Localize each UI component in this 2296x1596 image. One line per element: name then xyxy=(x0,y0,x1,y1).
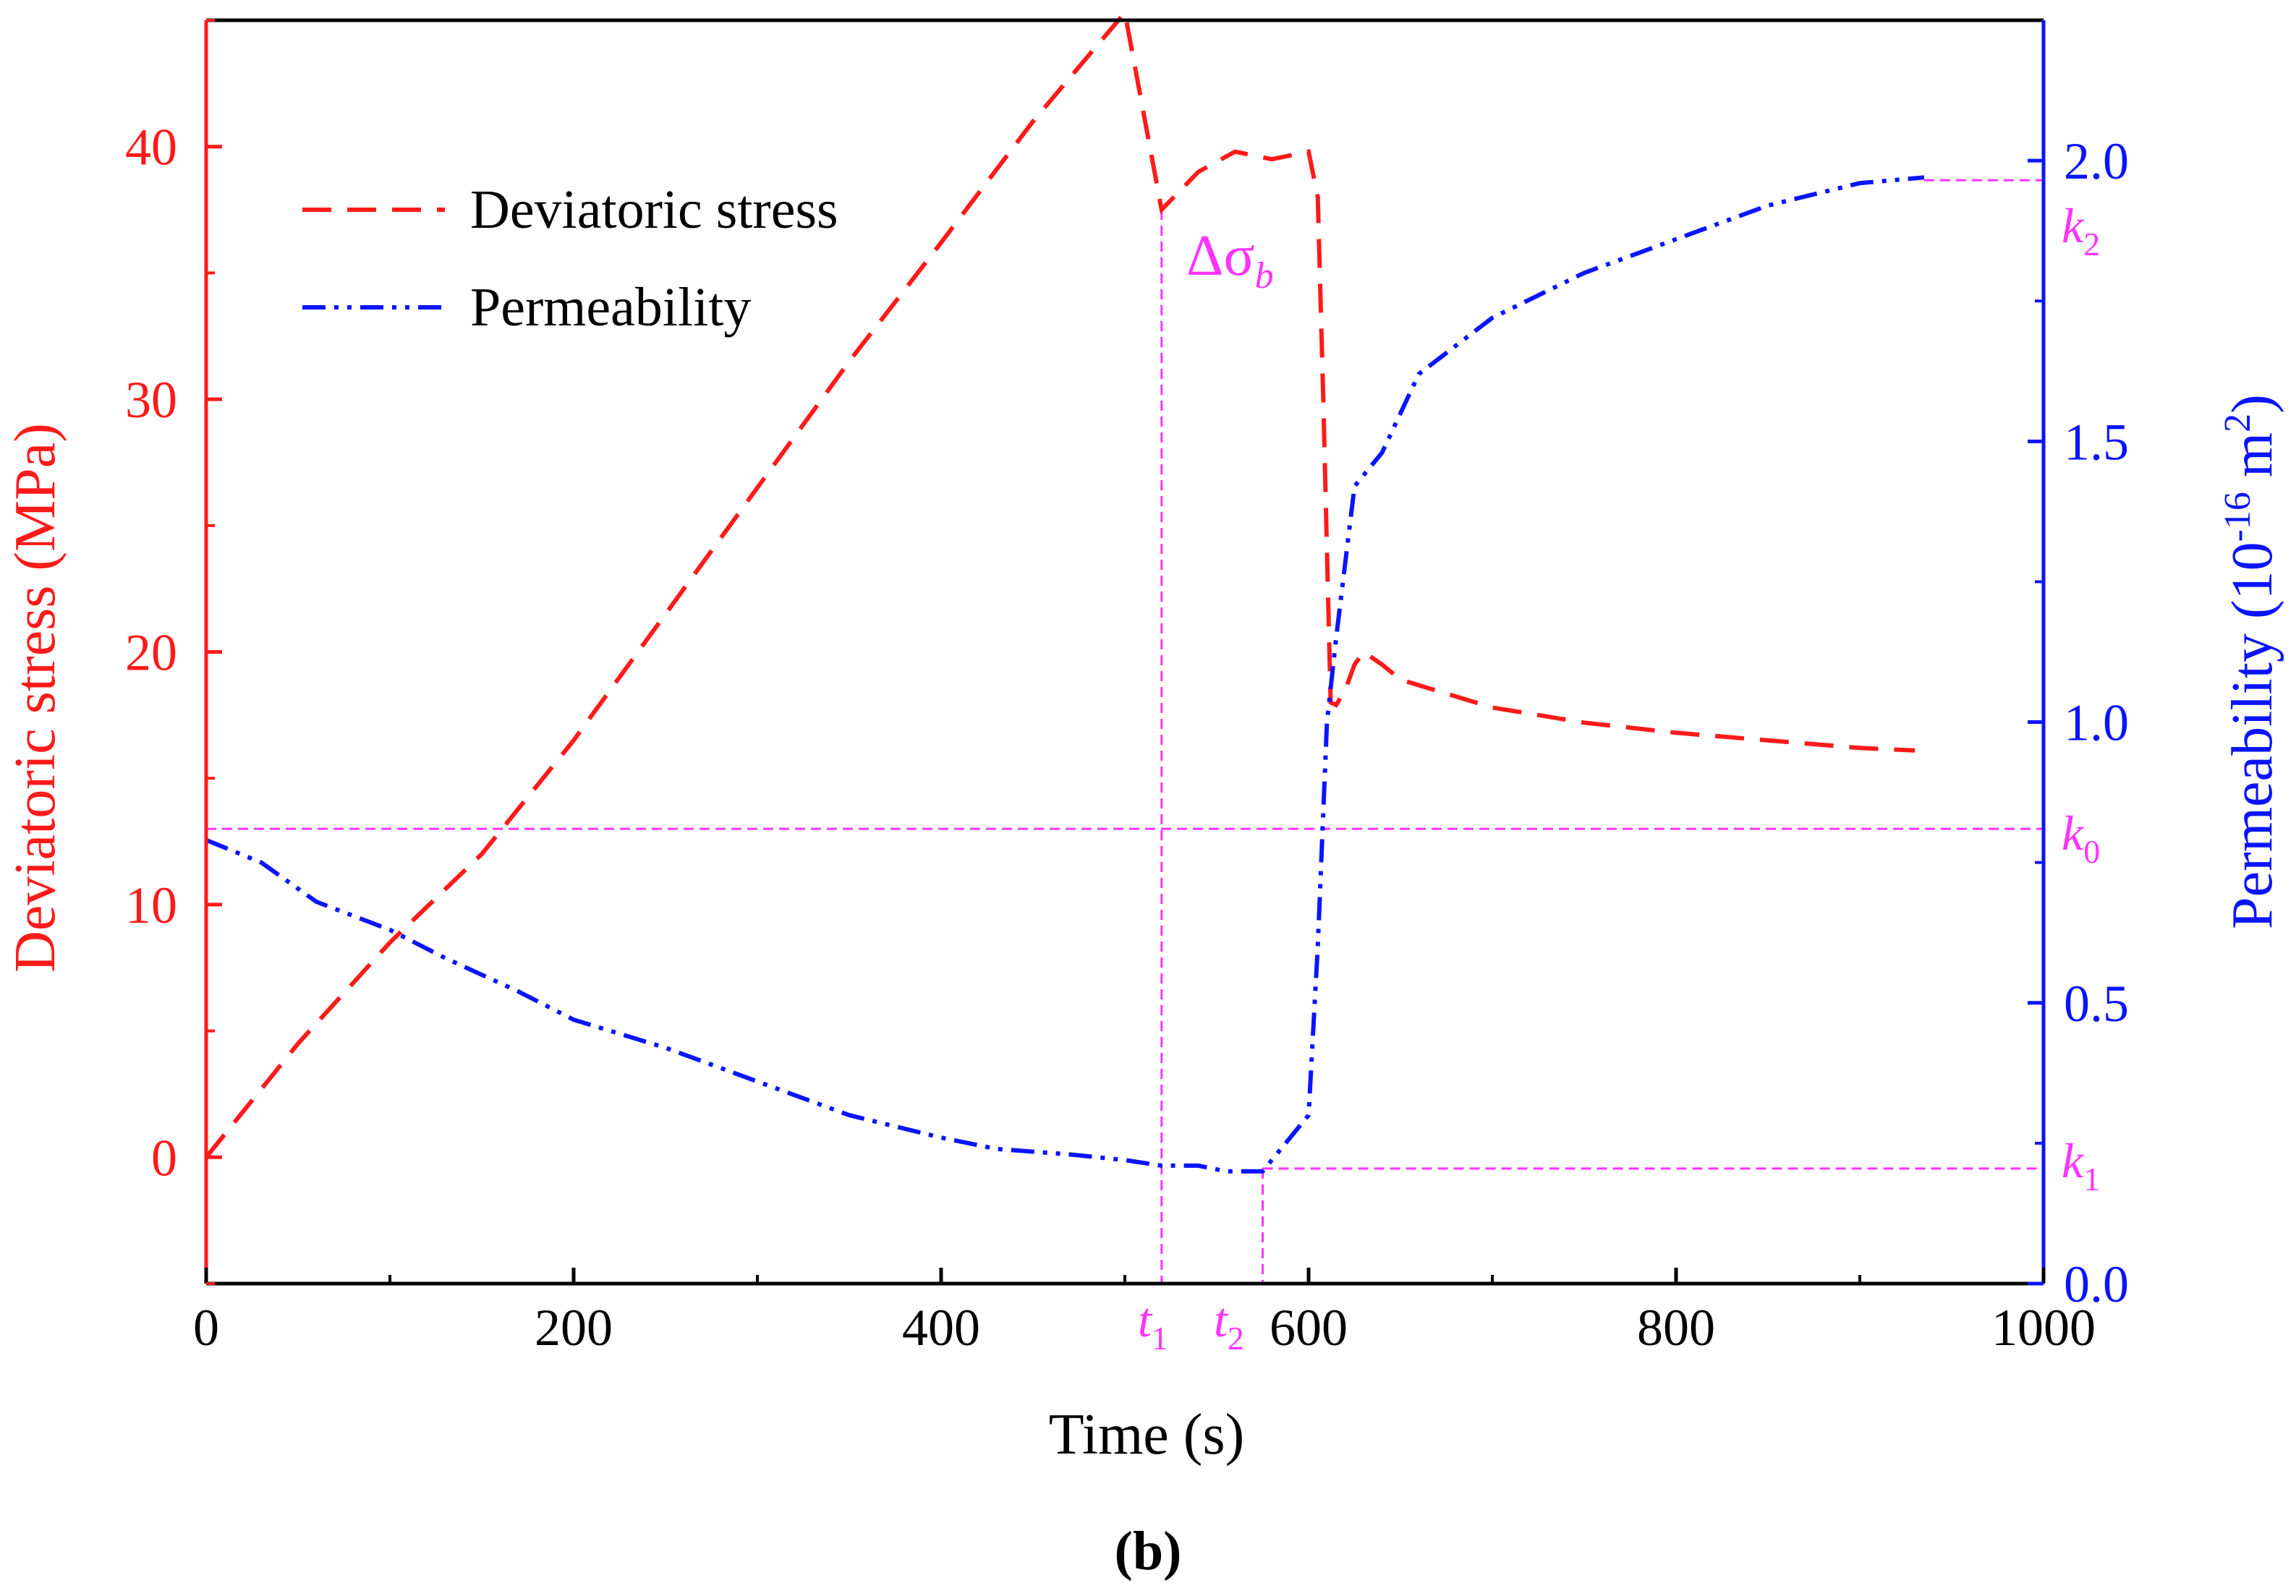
k2-label: k2 xyxy=(2062,198,2100,263)
t1-label: t1 xyxy=(1138,1292,1168,1357)
tick-marks xyxy=(204,19,2046,1286)
legend-label-permeability: Permeability xyxy=(470,277,751,338)
x-tick-label-0: 0 xyxy=(193,1299,219,1357)
right-y-tick-label-1.5: 1.5 xyxy=(2064,413,2129,471)
x-tick-label-800: 800 xyxy=(1637,1299,1715,1357)
right-y-tick-label-0.5: 0.5 xyxy=(2064,975,2129,1033)
x-tick-label-200: 200 xyxy=(535,1299,613,1357)
left-y-tick-label-30: 30 xyxy=(125,371,177,429)
k0-label: k0 xyxy=(2062,806,2100,870)
left-y-tick-label-20: 20 xyxy=(125,624,177,682)
t2-label: t2 xyxy=(1214,1292,1244,1357)
left-y-tick-label-0: 0 xyxy=(151,1129,177,1187)
right-y-tick-label-2.0: 2.0 xyxy=(2064,132,2129,190)
annotations: Δσb k2 k0 k1 t1 t2 xyxy=(1138,198,2100,1357)
legend-label-deviatoric-stress: Deviatoric stress xyxy=(470,179,838,240)
tick-labels: 0 200 400 600 800 1000 0 10 20 30 40 0.0 0.5 1.0 1.5 2.… xyxy=(125,119,2129,1357)
delta-sigma-b-label: Δσb xyxy=(1186,224,1274,296)
left-y-tick-label-40: 40 xyxy=(125,119,177,176)
panel-label: (b) xyxy=(1115,1521,1182,1582)
series-group xyxy=(204,7,1925,1174)
x-tick-label-1000: 1000 xyxy=(1991,1299,2096,1357)
legend: Deviatoric stress Permeability xyxy=(302,179,838,338)
right-y-axis-title: Permeability (10-16 m2) xyxy=(2217,394,2284,929)
k1-label: k1 xyxy=(2062,1133,2100,1198)
x-axis-title: Time (s) xyxy=(1049,1403,1244,1467)
x-tick-label-400: 400 xyxy=(902,1299,980,1357)
right-y-tick-label-0.0: 0.0 xyxy=(2064,1255,2129,1313)
reference-lines xyxy=(206,179,2044,1284)
x-tick-label-600: 600 xyxy=(1270,1299,1348,1357)
right-y-tick-label-1.0: 1.0 xyxy=(2064,694,2129,752)
left-y-axis-title: Deviatoric stress (MPa) xyxy=(4,423,67,973)
series-line-permeability xyxy=(205,175,1925,1174)
left-y-tick-label-10: 10 xyxy=(125,876,177,934)
series-line-deviatoric-stress xyxy=(204,7,1916,1159)
